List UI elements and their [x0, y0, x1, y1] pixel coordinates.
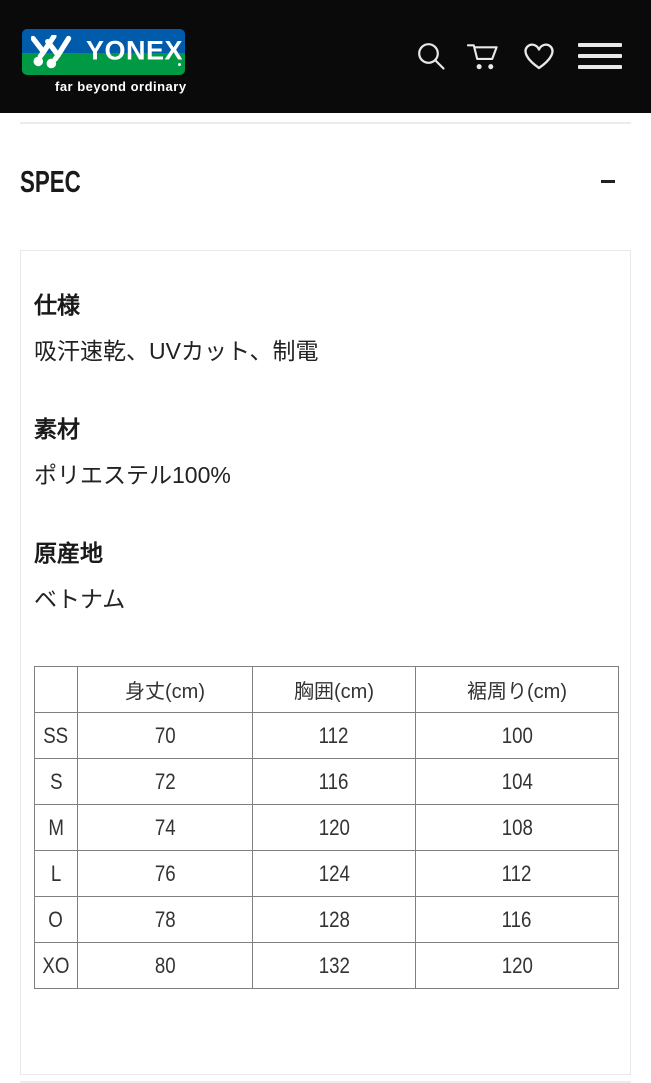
hem-value: 100 [501, 722, 533, 748]
body-length-value: 72 [154, 768, 176, 794]
body-length-value: 78 [154, 906, 176, 932]
hem-header: 裾周り(cm) [415, 666, 619, 713]
spec-section-title: SPEC [20, 164, 81, 199]
spec-field-origin: 原産地 ベトナム [34, 539, 617, 613]
body-length-value: 70 [154, 722, 176, 748]
size-label: O [48, 906, 64, 932]
chest-value: 116 [319, 768, 349, 794]
collapse-minus-icon[interactable] [601, 180, 615, 183]
yonex-yy-icon [31, 35, 72, 69]
table-row: SS 70 112 100 [34, 712, 619, 759]
hem-value: 112 [502, 860, 532, 886]
brand-wordmark: YONEX [86, 35, 184, 66]
table-row: M 74 120 108 [34, 804, 619, 851]
spec-field-features: 仕様 吸汗速乾、UVカット、制電 [34, 291, 617, 365]
size-col-header [34, 666, 78, 713]
table-header-row: 身丈(cm) 胸囲(cm) 裾周り(cm) [34, 666, 619, 713]
hem-value: 116 [502, 906, 532, 932]
table-row: S 72 116 104 [34, 758, 619, 805]
field-value: ベトナム [34, 586, 126, 612]
spec-page: SPEC 仕様 吸汗速乾、UVカット、制電 素材 ポリエステル100% 原産地 … [0, 122, 651, 1083]
header-icon-group [416, 38, 622, 74]
hem-value: 108 [501, 814, 533, 840]
yonex-logo[interactable]: YONEX [22, 29, 185, 75]
chest-value: 112 [319, 722, 349, 748]
cart-icon[interactable] [467, 40, 500, 72]
body-length-value: 80 [154, 952, 176, 978]
body-length-header: 身丈(cm) [77, 666, 253, 713]
chest-value: 128 [318, 906, 350, 932]
field-label: 仕様 [34, 292, 80, 318]
field-label: 素材 [34, 416, 80, 442]
field-value: ポリエステル100% [34, 462, 231, 488]
wishlist-heart-icon[interactable] [521, 40, 557, 72]
body-length-value: 76 [154, 860, 176, 886]
logo-background [22, 29, 185, 75]
hem-value: 120 [501, 952, 533, 978]
spec-field-material: 素材 ポリエステル100% [34, 415, 617, 489]
menu-hamburger-icon[interactable] [578, 43, 622, 69]
chest-value: 120 [318, 814, 350, 840]
chest-value: 132 [318, 952, 350, 978]
field-value: 吸汗速乾、UVカット、制電 [34, 338, 319, 364]
body-length-value: 74 [154, 814, 176, 840]
chest-value: 124 [318, 860, 350, 886]
brand-tagline: far beyond ordinary [55, 79, 187, 94]
field-label: 原産地 [34, 540, 103, 566]
hem-value: 104 [501, 768, 533, 794]
size-label: L [50, 860, 62, 886]
site-header: YONEX far beyond ordinary [0, 0, 651, 113]
table-row: O 78 128 116 [34, 896, 619, 943]
size-label: M [48, 814, 64, 840]
search-icon[interactable] [416, 41, 446, 71]
registered-mark-icon [178, 63, 181, 66]
table-row: XO 80 132 120 [34, 942, 619, 989]
spec-content-box: 仕様 吸汗速乾、UVカット、制電 素材 ポリエステル100% 原産地 ベトナム … [20, 250, 631, 1075]
size-spec-table: 身丈(cm) 胸囲(cm) 裾周り(cm) SS 70 112 100 S 72… [34, 666, 619, 989]
spec-accordion-header[interactable]: SPEC [20, 163, 631, 200]
size-label: SS [43, 722, 69, 748]
size-label: XO [42, 952, 70, 978]
table-row: L 76 124 112 [34, 850, 619, 897]
size-label: S [49, 768, 63, 794]
chest-header: 胸囲(cm) [252, 666, 416, 713]
section-top-divider [20, 122, 631, 124]
